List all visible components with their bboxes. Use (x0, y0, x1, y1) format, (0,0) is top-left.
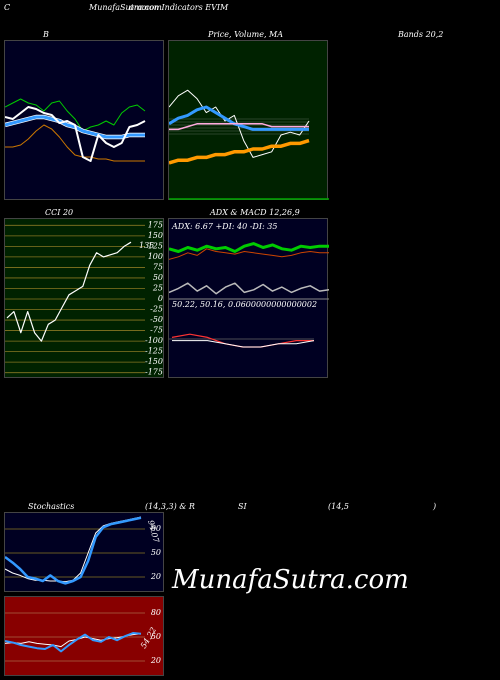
bands-title: Bands 20,2 (398, 30, 444, 39)
cci-tick-label: 0 (158, 294, 163, 303)
cci-last-value: 135 (139, 241, 154, 250)
header-subtitle: ommon Indicators EVIM (129, 3, 229, 12)
stoch-tick-label: 80 (151, 524, 161, 533)
cci-tick-label: -50 (150, 315, 163, 324)
cci-tick-label: 175 (148, 220, 163, 229)
adx-macd-chart: ADX: 6.67 +DI: 40 -DI: 35 50.22, 50.16, 0… (169, 222, 329, 348)
cci-tick-label: -100 (145, 336, 163, 345)
bb-lower-band (5, 124, 145, 162)
cci-tick-label: 150 (148, 231, 163, 240)
rsi-tick-label: 20 (150, 656, 161, 665)
ma-short-line (169, 105, 309, 131)
stoch-params: (14,3,3) & R (145, 502, 195, 511)
stoch-chart: 80 50 20 94.07 (5, 516, 161, 585)
rsi-title: SI (238, 502, 247, 511)
rsi-line (5, 632, 142, 653)
cci-tick-label: -150 (145, 357, 163, 366)
adx-values-label: ADX: 6.67 +DI: 40 -DI: 35 (171, 222, 277, 231)
cci-tick-label: 50 (153, 273, 163, 282)
stoch-title: Stochastics (28, 502, 75, 511)
stoch-tick-label: 50 (151, 548, 161, 557)
stoch-tick-label: 20 (150, 572, 161, 581)
stoch-last-value: 94.07 (146, 519, 161, 544)
adx-line (169, 282, 329, 295)
plus-di-line (169, 242, 329, 253)
macd-signal-line (172, 340, 315, 348)
rsi-tick-label: 80 (151, 608, 161, 617)
cci-tick-label: 75 (153, 262, 163, 271)
cci-tick-label: 25 (152, 283, 163, 292)
bollinger-chart (5, 98, 146, 162)
watermark: MunafaSutra.com (172, 565, 409, 595)
bb-price-line (5, 106, 146, 162)
cci-title: CCI 20 (45, 208, 74, 217)
rsi-tick-label: 50 (151, 632, 161, 641)
rsi-smooth-line (5, 633, 142, 648)
stoch-k-line (5, 516, 142, 585)
cci-tick-label: -25 (150, 305, 163, 314)
bb-title: B (43, 30, 49, 39)
header-c-label: C (4, 3, 11, 12)
rsi-panel: 80 50 20 54.22 (4, 596, 164, 676)
cci-panel: 175 150 125 100 75 50 25 0 -25 -50 -75 -100 -125 -150… (4, 218, 164, 378)
bollinger-panel (4, 40, 164, 200)
ma-mid-line (169, 123, 309, 131)
stoch-d-line (5, 516, 142, 583)
price-line (169, 89, 310, 158)
price-panel (168, 40, 329, 200)
cci-tick-label: 100 (148, 252, 163, 261)
cci-tick-label: -175 (145, 368, 163, 377)
adx-macd-panel: ADX: 6.67 +DI: 40 -DI: 35 50.22, 50.16, 0… (168, 218, 329, 378)
rsi-params: (14,5 (328, 502, 349, 511)
ma-long-line (169, 138, 310, 165)
cci-tick-label: -125 (145, 347, 163, 356)
rsi-close-paren: ) (433, 502, 437, 511)
stoch-panel: 80 50 20 94.07 (4, 512, 164, 592)
price-title: Price, Volume, MA (208, 30, 284, 39)
header-site-name: MunafaSutra.com (89, 3, 162, 12)
cci-line (6, 241, 132, 342)
adx-macd-title: ADX & MACD 12,26,9 (210, 208, 300, 217)
cci-tick-label: 125 (148, 241, 163, 250)
minus-di-line (169, 248, 329, 260)
cci-tick-label: -75 (150, 326, 163, 335)
price-chart (169, 89, 329, 200)
bb-upper-band (5, 98, 146, 132)
macd-values-label: 50.22, 50.16, 0.0600000000000002 (172, 300, 317, 309)
